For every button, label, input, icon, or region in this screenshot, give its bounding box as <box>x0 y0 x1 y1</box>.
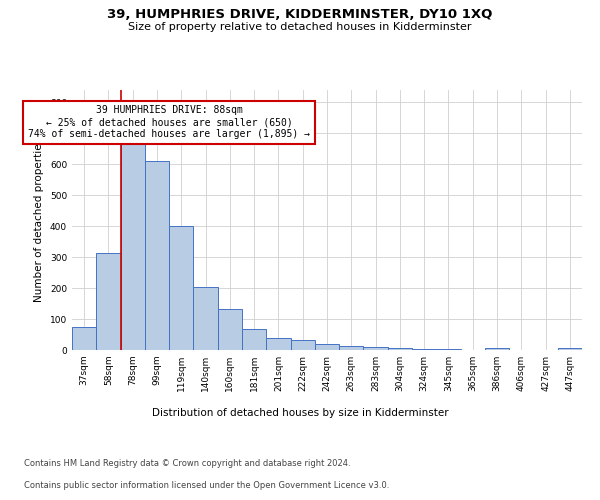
Bar <box>266 338 290 350</box>
Bar <box>218 309 242 350</box>
Text: Size of property relative to detached houses in Kidderminster: Size of property relative to detached ho… <box>128 22 472 32</box>
Bar <box>485 348 509 350</box>
Bar <box>339 346 364 350</box>
Text: 39, HUMPHRIES DRIVE, KIDDERMINSTER, DY10 1XQ: 39, HUMPHRIES DRIVE, KIDDERMINSTER, DY10… <box>107 8 493 20</box>
Bar <box>412 349 436 350</box>
Text: Contains HM Land Registry data © Crown copyright and database right 2024.: Contains HM Land Registry data © Crown c… <box>24 458 350 468</box>
Bar <box>436 349 461 350</box>
Bar <box>193 286 218 350</box>
Bar <box>72 327 96 350</box>
Text: 39 HUMPHRIES DRIVE: 88sqm
← 25% of detached houses are smaller (650)
74% of semi: 39 HUMPHRIES DRIVE: 88sqm ← 25% of detac… <box>28 106 310 138</box>
Text: Distribution of detached houses by size in Kidderminster: Distribution of detached houses by size … <box>152 408 448 418</box>
Text: Contains public sector information licensed under the Open Government Licence v3: Contains public sector information licen… <box>24 481 389 490</box>
Bar <box>364 347 388 350</box>
Bar <box>558 348 582 350</box>
Bar <box>96 254 121 350</box>
Bar <box>290 340 315 350</box>
Bar <box>242 329 266 350</box>
Bar <box>121 144 145 350</box>
Bar <box>169 226 193 350</box>
Bar <box>388 348 412 350</box>
Bar <box>315 344 339 350</box>
Bar <box>145 160 169 350</box>
Y-axis label: Number of detached properties: Number of detached properties <box>34 138 44 302</box>
